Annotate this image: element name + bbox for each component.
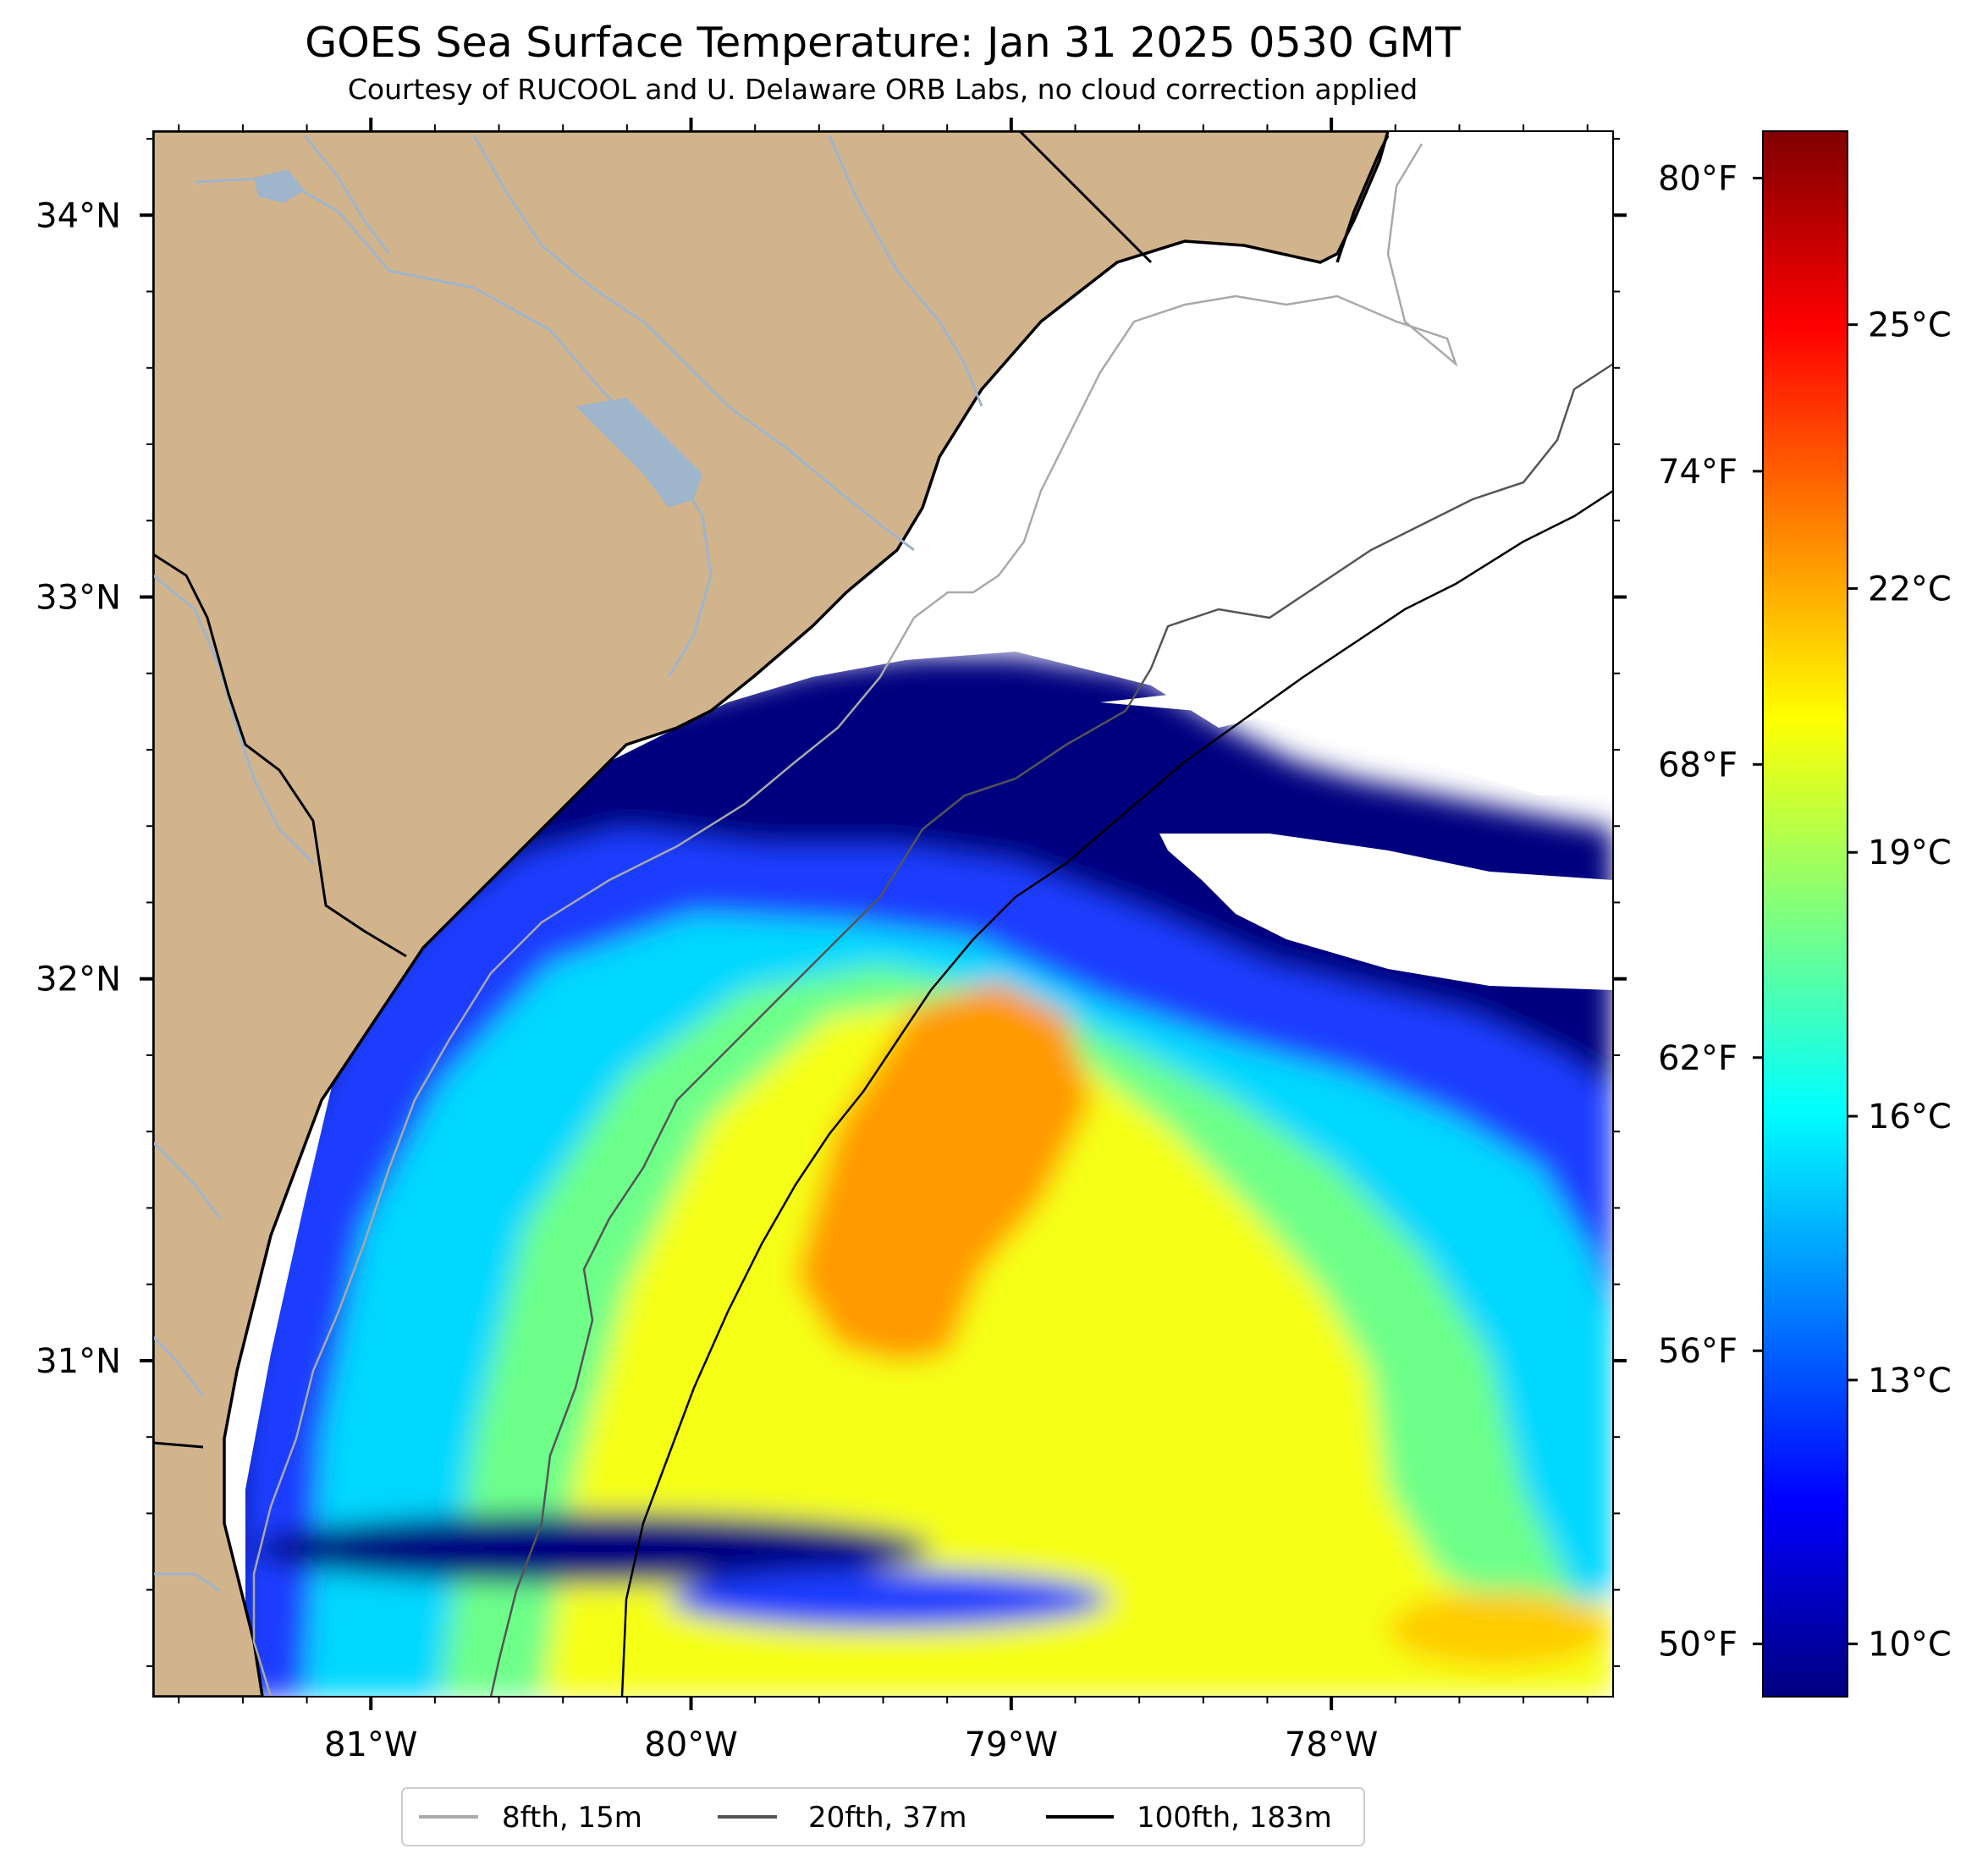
- state-border-south: [153, 1441, 204, 1449]
- sst-warm-patch-se: [1388, 1591, 1608, 1667]
- lat-tick-label: 31°N: [36, 1342, 121, 1381]
- map-panel: 81°W 80°W 79°W 78°W 34°N 33°N 32°N 31°N: [36, 118, 1627, 1764]
- colorbar: 10°C 13°C 16°C 19°C 22°C 25°C 50°F 56°F 62°F 68°F…: [1658, 130, 1952, 1698]
- no-data-east-gap: [1159, 834, 1613, 990]
- celsius-tick-label: 16°C: [1868, 1098, 1952, 1136]
- reservoir-north: [254, 169, 305, 203]
- legend-label-8fth: 8fth, 15m: [502, 1801, 642, 1835]
- figure-title: GOES Sea Surface Temperature: Jan 31 202…: [305, 19, 1462, 67]
- reservoir-marion: [575, 398, 702, 508]
- legend-label-20fth: 20fth, 37m: [808, 1801, 967, 1835]
- fahrenheit-tick-label: 50°F: [1658, 1626, 1737, 1665]
- no-data-east-upper: [1100, 364, 1613, 795]
- colorbar-gradient: [1762, 130, 1848, 1698]
- fahrenheit-tick-label: 74°F: [1658, 453, 1737, 492]
- fahrenheit-tick-label: 56°F: [1658, 1332, 1737, 1371]
- isobath-100fth: [620, 489, 1613, 1697]
- lon-tick-label: 78°W: [1285, 1725, 1378, 1764]
- lat-tick-label: 34°N: [36, 196, 121, 235]
- contour-legend: 8fth, 15m 20fth, 37m 100fth, 183m: [401, 1787, 1365, 1846]
- fahrenheit-tick-label: 62°F: [1658, 1039, 1737, 1078]
- celsius-tick-label: 10°C: [1868, 1626, 1952, 1665]
- lat-tick-label: 32°N: [36, 960, 121, 999]
- celsius-tick-label: 25°C: [1868, 306, 1952, 345]
- land-southeast-us: [153, 131, 1390, 1697]
- isobath-8fth: [252, 143, 1458, 1697]
- lon-tick-label: 81°W: [324, 1725, 417, 1764]
- sst-cold-streak: [254, 1513, 931, 1584]
- sst-cold-streak-2: [669, 1570, 1109, 1629]
- state-border: [153, 553, 407, 958]
- fahrenheit-tick-label: 68°F: [1658, 746, 1737, 784]
- celsius-tick-label: 13°C: [1868, 1362, 1952, 1400]
- isobath-20fth: [489, 362, 1613, 1697]
- celsius-tick-label: 19°C: [1868, 834, 1952, 872]
- rivers: [153, 135, 983, 1593]
- barrier-island: [1335, 135, 1390, 263]
- fahrenheit-tick-label: 80°F: [1658, 159, 1737, 198]
- legend-label-100fth: 100fth, 183m: [1137, 1801, 1332, 1835]
- colorbar-ticks: 10°C 13°C 16°C 19°C 22°C 25°C 50°F 56°F 62°F 68°F…: [1658, 159, 1952, 1664]
- lon-tick-label: 80°W: [644, 1725, 737, 1764]
- sst-field: [153, 656, 1613, 1697]
- map-axis-ticks: 81°W 80°W 79°W 78°W 34°N 33°N 32°N 31°N: [36, 118, 1627, 1764]
- lon-tick-label: 79°W: [965, 1725, 1058, 1764]
- legend-box: [401, 1787, 1365, 1846]
- sst-warm-core: [796, 982, 1092, 1362]
- figure-subtitle: Courtesy of RUCOOL and U. Delaware ORB L…: [348, 73, 1418, 106]
- state-border-north: [1018, 131, 1153, 264]
- celsius-tick-label: 22°C: [1868, 570, 1952, 608]
- lat-tick-label: 33°N: [36, 578, 121, 617]
